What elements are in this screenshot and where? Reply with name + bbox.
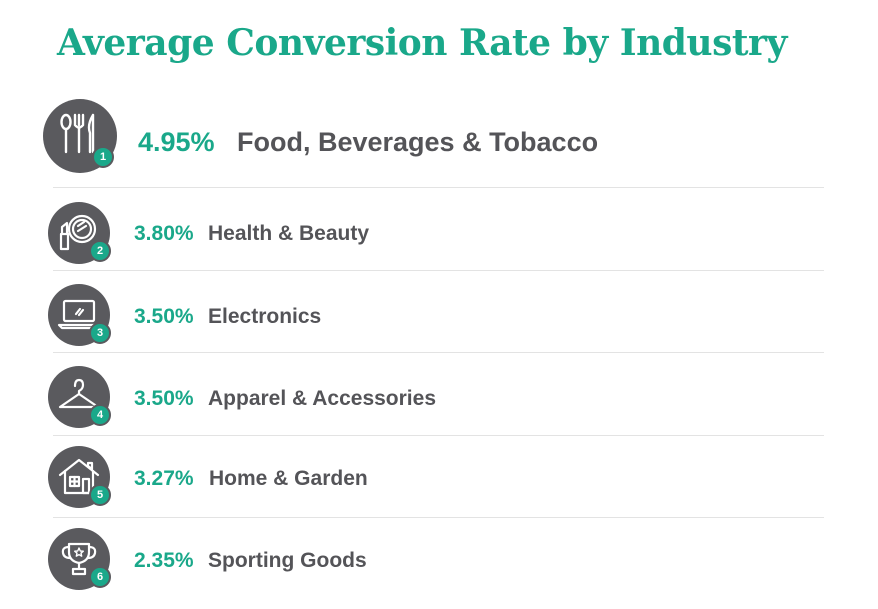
conversion-rate-value: 3.80% [134, 222, 194, 245]
industry-label: Sporting Goods [208, 549, 367, 572]
conversion-rate-value: 3.50% [134, 387, 194, 410]
rank-badge: 3 [89, 322, 111, 344]
chart-title: Average Conversion Rate by Industry [57, 22, 787, 64]
rank-badge: 5 [89, 484, 111, 506]
industry-label: Health & Beauty [208, 222, 370, 245]
rank-badge: 4 [89, 404, 111, 426]
rank-badge: 1 [92, 146, 114, 168]
industry-label: Electronics [208, 305, 322, 328]
conversion-rate-value: 3.27% [134, 467, 194, 490]
conversion-rate-value: 4.95% [138, 127, 215, 157]
industry-label: Home & Garden [209, 467, 368, 490]
rank-badge: 2 [89, 240, 111, 262]
industry-label: Food, Beverages & Tobacco [237, 127, 599, 157]
conversion-rate-value: 3.50% [134, 305, 194, 328]
rank-badge: 6 [89, 566, 111, 588]
divider [53, 270, 824, 271]
cutlery-icon [43, 99, 117, 173]
conversion-rate-value: 2.35% [134, 549, 194, 572]
divider [53, 517, 824, 518]
divider [53, 352, 824, 353]
industry-label: Apparel & Accessories [208, 387, 436, 410]
divider [53, 435, 824, 436]
divider [53, 187, 824, 188]
